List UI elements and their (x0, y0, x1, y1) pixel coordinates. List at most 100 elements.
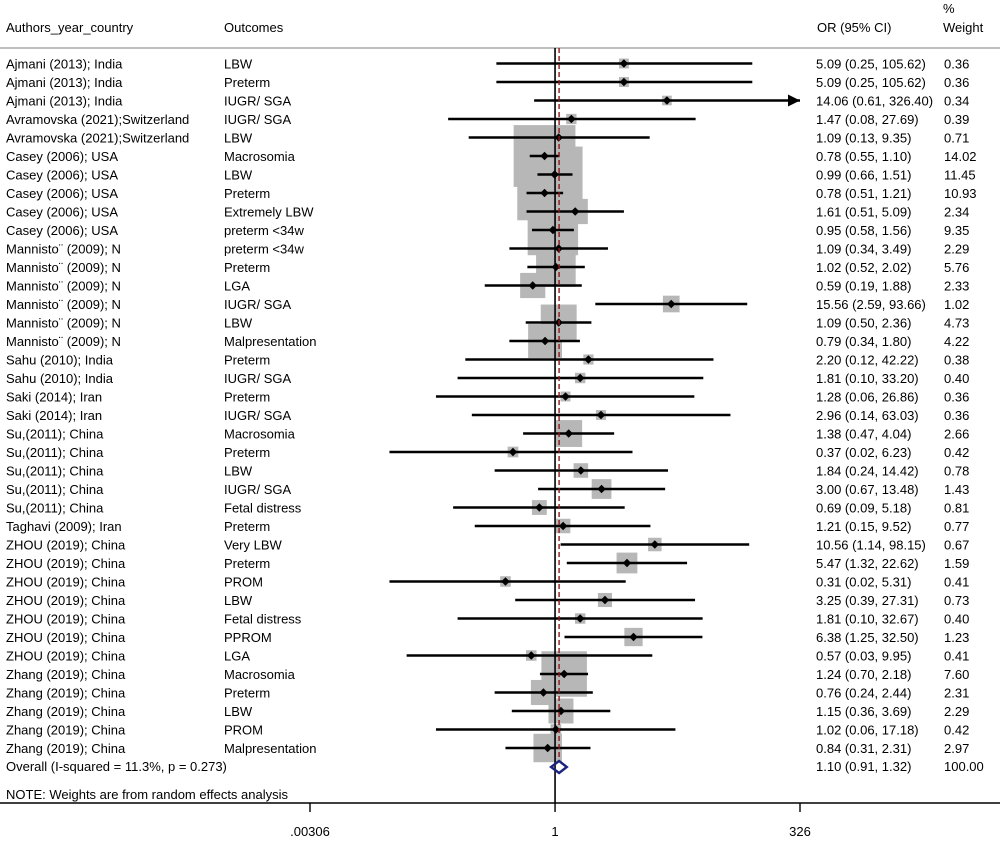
weight-label: 0.36 (944, 57, 969, 72)
outcome-label: IUGR/ SGA (224, 408, 292, 423)
study-label: Su,(2011); China (6, 445, 104, 460)
outcome-label: Extremely LBW (224, 205, 314, 220)
weight-label: 0.40 (944, 612, 969, 627)
point-estimate (528, 281, 537, 290)
or-ci-label: 0.69 (0.09, 5.18) (816, 501, 911, 516)
outcome-label: Preterm (224, 390, 270, 405)
outcome-label: LBW (224, 131, 253, 146)
or-ci-label: 1.02 (0.52, 2.02) (816, 260, 911, 275)
or-ci-label: 0.79 (0.34, 1.80) (816, 334, 911, 349)
study-label: Zhang (2019); China (6, 667, 126, 682)
study-label: ZHOU (2019); China (6, 612, 126, 627)
or-ci-label: 0.37 (0.02, 6.23) (816, 445, 911, 460)
study-label: ZHOU (2019); China (6, 593, 126, 608)
study-label: Saki (2014); Iran (6, 390, 102, 405)
weight-label: 0.36 (944, 75, 969, 90)
outcome-label: LBW (224, 704, 253, 719)
outcome-label: Fetal distress (224, 612, 302, 627)
outcome-label: IUGR/ SGA (224, 112, 292, 127)
study-label: ZHOU (2019); China (6, 575, 126, 590)
outcome-label: Preterm (224, 686, 270, 701)
or-ci-label: 1.24 (0.70, 2.18) (816, 667, 911, 682)
point-estimate (650, 540, 660, 549)
point-estimate (567, 114, 576, 124)
study-label: Casey (2006); USA (6, 223, 118, 238)
or-ci-label: 0.59 (0.19, 1.88) (816, 279, 911, 294)
x-tick-label: 326 (789, 824, 811, 839)
outcome-label: preterm <34w (224, 242, 304, 257)
or-ci-label: 14.06 (0.61, 326.40) (816, 94, 933, 109)
point-estimate (551, 262, 561, 272)
point-estimate (540, 188, 549, 198)
or-ci-label: 1.21 (0.15, 9.52) (816, 519, 911, 534)
x-tick-label: 1 (551, 824, 558, 839)
point-estimate (575, 614, 585, 623)
outcome-label: Preterm (224, 186, 270, 201)
weight-label: 7.60 (944, 667, 969, 682)
point-estimate (559, 669, 569, 679)
point-estimate (535, 503, 544, 512)
header-or-ci: OR (95% CI) (817, 20, 891, 35)
ci-arrow (788, 94, 800, 107)
study-label: Su,(2011); China (6, 464, 104, 479)
or-ci-label: 1.61 (0.51, 5.09) (816, 205, 911, 220)
weight-label: 0.38 (944, 353, 969, 368)
or-ci-label: 0.78 (0.51, 1.21) (816, 186, 911, 201)
or-ci-label: 3.25 (0.39, 27.31) (816, 593, 919, 608)
weight-label: 5.76 (944, 260, 969, 275)
study-label: Zhang (2019); China (6, 686, 126, 701)
or-ci-label: 0.84 (0.31, 2.31) (816, 741, 911, 756)
point-estimate (662, 96, 672, 105)
point-estimate (600, 595, 610, 605)
or-ci-label: 2.20 (0.12, 42.22) (816, 353, 919, 368)
point-estimate (584, 355, 593, 364)
point-estimate (576, 466, 586, 475)
or-ci-label: 1.09 (0.13, 9.35) (816, 131, 911, 146)
table-header: Authors_year_country Outcomes OR (95% CI… (6, 1, 984, 35)
weight-label: 10.93 (944, 186, 977, 201)
or-ci-label: 1.28 (0.06, 26.86) (816, 390, 919, 405)
study-label: Su,(2011); China (6, 482, 104, 497)
weight-label: 4.22 (944, 334, 969, 349)
or-ci-label: 1.38 (0.47, 4.04) (816, 427, 911, 442)
weight-label: 1.59 (944, 556, 969, 571)
or-ci-label: 5.47 (1.32, 22.62) (816, 556, 919, 571)
weight-label: 0.34 (944, 94, 969, 109)
study-label: Sahu (2010); India (6, 371, 114, 386)
study-label: Mannisto¨ (2009); N (6, 334, 121, 349)
weight-label: 9.35 (944, 223, 969, 238)
study-label: Casey (2006); USA (6, 205, 118, 220)
study-label: Zhang (2019); China (6, 704, 126, 719)
outcome-label: PROM (224, 575, 263, 590)
outcome-label: LBW (224, 57, 253, 72)
weight-label: 0.42 (944, 445, 969, 460)
study-label: ZHOU (2019); China (6, 649, 126, 664)
or-ci-label: 5.09 (0.25, 105.62) (816, 75, 926, 90)
outcome-label: IUGR/ SGA (224, 371, 292, 386)
outcome-label: LGA (224, 649, 250, 664)
or-ci-label: 1.09 (0.34, 3.49) (816, 242, 911, 257)
weight-label: 2.29 (944, 704, 969, 719)
outcome-label: Preterm (224, 260, 270, 275)
point-estimate (548, 225, 558, 235)
or-ci-label: 0.57 (0.03, 9.95) (816, 649, 911, 664)
point-estimate (596, 410, 606, 420)
study-label: Mannisto¨ (2009); N (6, 260, 121, 275)
or-ci-label: 0.95 (0.58, 1.56) (816, 223, 911, 238)
or-ci-label: 5.09 (0.25, 105.62) (816, 57, 926, 72)
outcome-label: Malpresentation (224, 334, 317, 349)
point-estimate (561, 392, 570, 401)
point-estimate (564, 429, 573, 438)
point-estimate (619, 59, 629, 68)
outcome-label: IUGR/ SGA (224, 94, 292, 109)
outcome-label: IUGR/ SGA (224, 297, 292, 312)
weight-label: 0.42 (944, 723, 969, 738)
or-ci-label: 1.47 (0.08, 27.69) (816, 112, 919, 127)
outcome-label: LBW (224, 593, 253, 608)
point-estimate (575, 373, 585, 383)
weight-label: 0.71 (944, 131, 969, 146)
study-label: Casey (2006); USA (6, 149, 118, 164)
study-label: Su,(2011); China (6, 427, 104, 442)
study-rows: Ajmani (2013); India LBW 5.09 (0.25, 105.6… (6, 57, 977, 763)
